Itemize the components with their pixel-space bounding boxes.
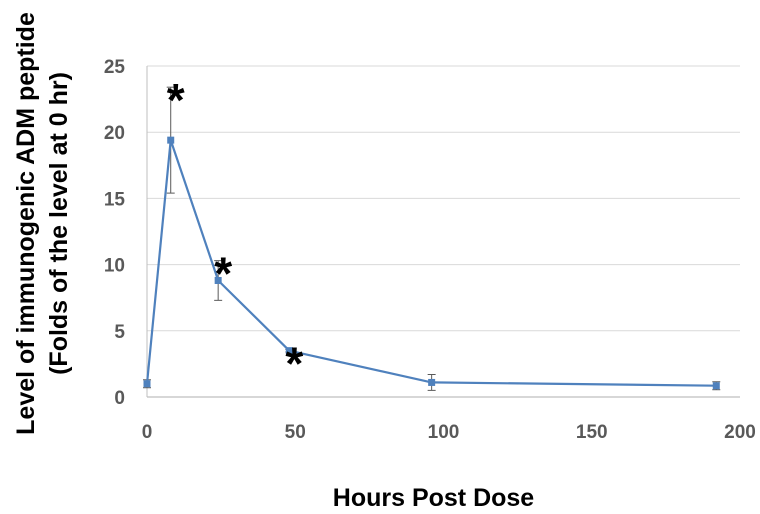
x-axis-title: Hours Post Dose bbox=[333, 484, 535, 512]
data-point-5 bbox=[712, 382, 720, 390]
x-tick-label-200: 200 bbox=[724, 422, 756, 443]
y-tick-label-15: 15 bbox=[104, 189, 126, 210]
y-tick-label-20: 20 bbox=[104, 123, 125, 144]
x-tick-label-0: 0 bbox=[142, 422, 153, 443]
data-point-2 bbox=[214, 276, 222, 284]
series-line-0 bbox=[145, 139, 717, 387]
data-point-0 bbox=[143, 380, 151, 388]
significance-asterisk-0: * bbox=[167, 74, 185, 126]
significance-annotations: * * * bbox=[167, 74, 304, 389]
axes bbox=[146, 66, 740, 398]
significance-asterisk-2: * bbox=[285, 337, 303, 389]
y-axis-title: Level of immunogenic ADM peptide (Folds … bbox=[12, 12, 73, 435]
x-tick-label-150: 150 bbox=[576, 422, 608, 443]
data-point-3 bbox=[285, 347, 293, 355]
y-tick-label-0: 0 bbox=[114, 388, 125, 409]
significance-asterisk-1: * bbox=[214, 247, 232, 299]
y-tick-label-5: 5 bbox=[114, 322, 125, 343]
y-axis-title-line-1: Level of immunogenic ADM peptide bbox=[12, 12, 40, 435]
y-tick-label-25: 25 bbox=[104, 57, 126, 78]
data-point-1 bbox=[167, 136, 175, 144]
y-axis-title-line-2: (Folds of the level at 0 hr) bbox=[45, 72, 73, 375]
x-tick-label-50: 50 bbox=[285, 422, 306, 443]
gridlines bbox=[147, 65, 740, 332]
data-series bbox=[143, 136, 720, 390]
y-tick-label-10: 10 bbox=[104, 256, 125, 277]
tick-labels: 0 5 10 15 20 25 0 50 100 150 200 bbox=[104, 57, 756, 443]
x-tick-label-100: 100 bbox=[428, 422, 460, 443]
data-point-4 bbox=[428, 378, 436, 386]
